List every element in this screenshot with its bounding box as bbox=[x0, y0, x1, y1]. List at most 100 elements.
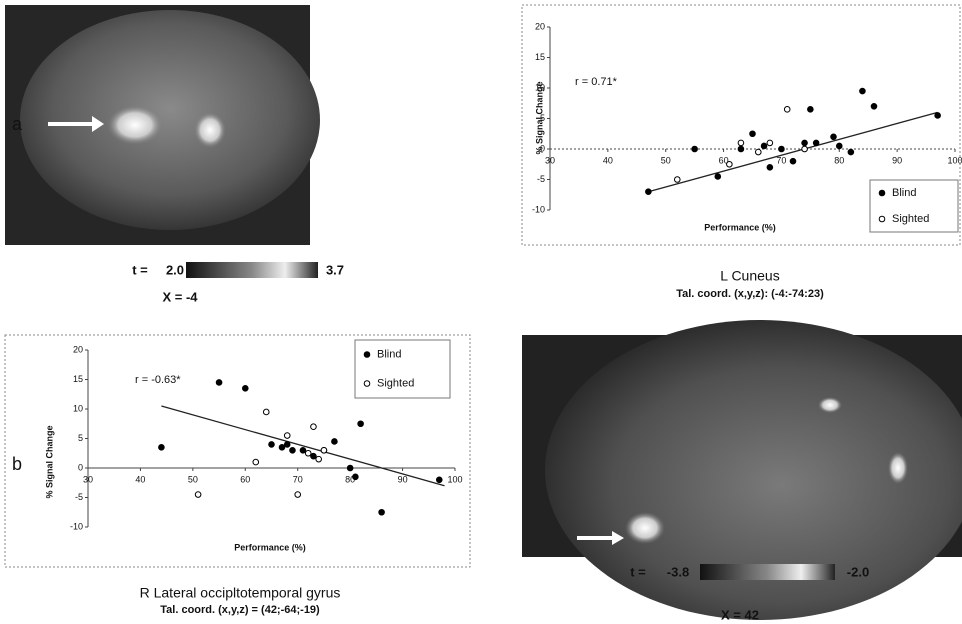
y-axis-label: % Signal Change bbox=[534, 81, 544, 154]
data-point bbox=[749, 130, 756, 138]
data-point bbox=[830, 133, 837, 141]
y-tick-label: 5 bbox=[78, 433, 83, 443]
annotation: r = -0.63* bbox=[135, 374, 181, 386]
colorbar-max: -2.0 bbox=[847, 564, 869, 579]
x-tick-label: 90 bbox=[398, 474, 408, 484]
y-tick-label: 0 bbox=[540, 143, 545, 153]
x-tick-label: 80 bbox=[834, 155, 844, 165]
trend-line bbox=[648, 111, 938, 193]
colorbar-min: -3.8 bbox=[667, 564, 689, 579]
x-axis-label: Performance (%) bbox=[234, 542, 306, 552]
data-point bbox=[691, 145, 698, 153]
data-point bbox=[766, 139, 774, 147]
y-tick-label: 15 bbox=[73, 374, 83, 384]
data-point bbox=[807, 106, 814, 113]
x-tick-label: 40 bbox=[603, 155, 613, 165]
data-point bbox=[283, 441, 291, 448]
data-point bbox=[760, 142, 768, 150]
panel-label: a bbox=[12, 114, 23, 134]
legend-marker bbox=[878, 215, 886, 223]
data-point bbox=[262, 408, 270, 416]
data-point bbox=[934, 112, 941, 119]
x-tick-label: 50 bbox=[188, 474, 198, 484]
colorbar-label: t = bbox=[132, 262, 148, 277]
y-tick-label: 20 bbox=[535, 21, 545, 31]
data-point bbox=[673, 176, 681, 183]
caption-coords: Tal. coord. (x,y,z): (-4:-74:23) bbox=[676, 288, 824, 300]
y-tick-label: -10 bbox=[70, 521, 83, 531]
data-point bbox=[737, 145, 745, 153]
y-tick-label: -5 bbox=[75, 492, 83, 502]
legend-marker bbox=[878, 189, 886, 197]
legend-label: Sighted bbox=[377, 377, 414, 389]
data-point bbox=[714, 173, 722, 180]
y-axis-label: % Signal Change bbox=[44, 425, 54, 498]
legend-marker bbox=[363, 351, 371, 358]
data-point bbox=[783, 106, 791, 113]
x-tick-label: 100 bbox=[447, 474, 462, 484]
data-point bbox=[847, 148, 855, 156]
data-point bbox=[870, 103, 878, 110]
x-axis-label: Performance (%) bbox=[704, 222, 776, 232]
data-point bbox=[215, 379, 223, 386]
data-point bbox=[310, 423, 317, 431]
x-tick-label: 100 bbox=[947, 155, 962, 165]
data-point bbox=[789, 157, 797, 165]
caption-region: R Lateral occipltotemporal gyrus bbox=[140, 585, 341, 601]
legend-box bbox=[869, 179, 959, 233]
data-point bbox=[766, 164, 774, 171]
y-tick-label: 20 bbox=[73, 344, 83, 354]
data-point bbox=[778, 145, 785, 153]
data-point bbox=[278, 444, 286, 451]
data-point bbox=[801, 139, 808, 147]
slice-label: X = 42 bbox=[721, 607, 759, 622]
slice-label: X = -4 bbox=[162, 289, 198, 304]
brain-image-b bbox=[522, 320, 962, 620]
legend-box bbox=[354, 339, 451, 399]
data-point bbox=[289, 447, 296, 454]
data-point bbox=[346, 464, 354, 472]
data-point bbox=[268, 441, 275, 448]
data-point bbox=[357, 420, 364, 428]
chart-frame bbox=[521, 4, 961, 246]
y-tick-label: -5 bbox=[537, 174, 545, 184]
data-point bbox=[754, 148, 762, 156]
data-point bbox=[726, 160, 733, 168]
data-point bbox=[299, 447, 307, 454]
data-point bbox=[241, 385, 249, 392]
data-point bbox=[835, 142, 843, 150]
data-point bbox=[304, 449, 312, 457]
legend-label: Blind bbox=[377, 348, 401, 360]
y-tick-label: 5 bbox=[540, 113, 545, 123]
colorbar bbox=[186, 262, 318, 278]
data-point bbox=[320, 447, 328, 454]
x-tick-label: 60 bbox=[719, 155, 729, 165]
annotation: r = 0.71* bbox=[575, 76, 618, 88]
x-tick-label: 40 bbox=[135, 474, 145, 484]
colorbar-label: t = bbox=[630, 564, 646, 579]
legend-label: Sighted bbox=[892, 213, 929, 225]
x-tick-label: 30 bbox=[545, 155, 555, 165]
x-tick-label: 80 bbox=[345, 474, 355, 484]
x-tick-label: 30 bbox=[83, 474, 93, 484]
y-tick-label: 0 bbox=[78, 462, 83, 472]
chart-frame bbox=[4, 334, 471, 568]
data-point bbox=[378, 508, 385, 516]
x-tick-label: 70 bbox=[293, 474, 303, 484]
data-point bbox=[331, 438, 338, 445]
panel-label: b bbox=[12, 454, 22, 474]
data-point bbox=[645, 188, 652, 195]
x-tick-label: 50 bbox=[661, 155, 671, 165]
data-point bbox=[812, 139, 820, 147]
data-point bbox=[315, 455, 322, 463]
data-point bbox=[737, 139, 745, 147]
data-point bbox=[294, 491, 302, 498]
y-tick-label: 15 bbox=[535, 52, 545, 62]
colorbar-min: 2.0 bbox=[166, 262, 184, 277]
data-point bbox=[435, 476, 443, 484]
brain-image-a bbox=[5, 5, 320, 245]
caption-coords: Tal. coord. (x,y,z) = (42;-64;-19) bbox=[160, 604, 320, 616]
data-point bbox=[252, 458, 260, 466]
data-point bbox=[801, 145, 808, 153]
